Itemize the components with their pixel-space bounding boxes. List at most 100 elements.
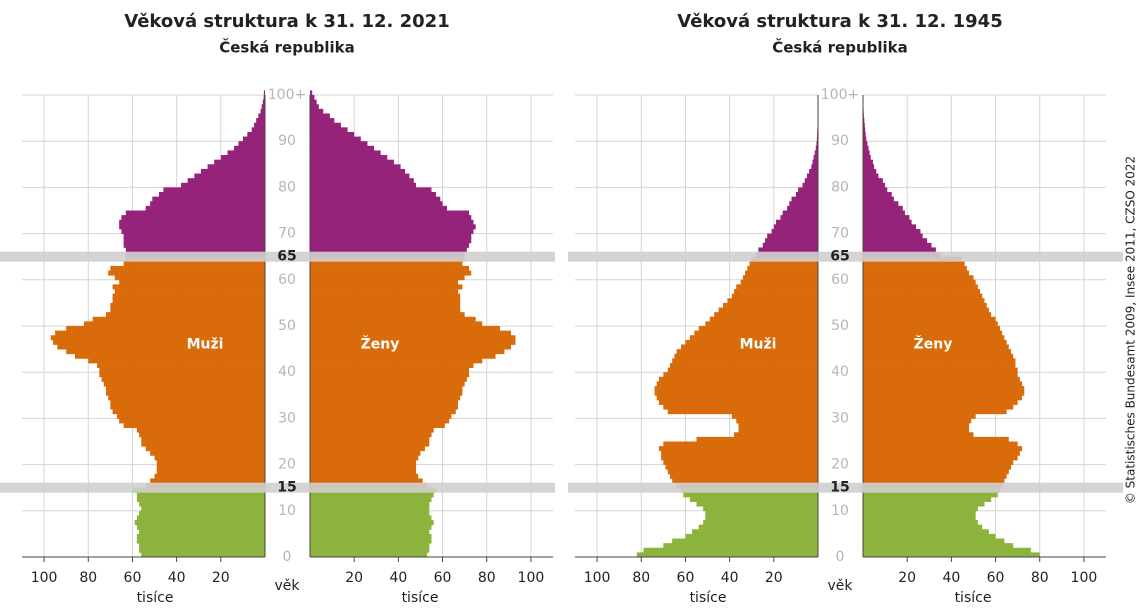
highlight-band (568, 482, 1123, 493)
bar (863, 469, 1009, 475)
bar (863, 145, 869, 151)
bar (310, 478, 423, 484)
bar (263, 90, 265, 96)
bar (214, 159, 265, 165)
bar (50, 335, 265, 341)
x-tick-label: 100 (1071, 570, 1098, 586)
bar (310, 469, 417, 475)
bar (310, 201, 443, 207)
bar (52, 339, 265, 345)
bar (105, 390, 265, 396)
bar (310, 224, 476, 230)
bar (782, 210, 818, 216)
bar (863, 316, 996, 322)
bar (310, 339, 516, 345)
bar (310, 99, 317, 105)
bar (310, 335, 516, 341)
bar (636, 552, 818, 558)
bar (310, 413, 452, 419)
bar (676, 349, 818, 355)
bar (696, 436, 818, 442)
bar (258, 113, 265, 119)
bar (310, 113, 330, 119)
bar (863, 339, 1007, 345)
bar (310, 330, 512, 336)
bar (863, 538, 1005, 544)
age-label: 10 (278, 503, 296, 519)
bar (310, 265, 470, 271)
bar (310, 524, 432, 530)
bar (238, 141, 265, 147)
bar (863, 330, 1003, 336)
bar (99, 367, 266, 373)
bar (154, 473, 265, 479)
bar (310, 372, 470, 378)
series-label: Ženy (361, 335, 400, 352)
bar (310, 187, 432, 193)
age-label: 70 (831, 226, 849, 242)
bar (863, 326, 1000, 332)
bar (310, 150, 381, 156)
chart-title: Věková struktura k 31. 12. 2021 (124, 11, 450, 32)
bar (787, 205, 818, 211)
bar (863, 399, 1018, 405)
bar (747, 265, 818, 271)
bar (663, 543, 818, 549)
bar (150, 450, 265, 456)
bar (141, 552, 265, 558)
bar (310, 145, 375, 151)
bar (105, 386, 265, 392)
chart-title: Věková struktura k 31. 12. 1945 (677, 11, 1003, 32)
bar (99, 372, 266, 378)
bar (156, 459, 265, 465)
bar (163, 187, 265, 193)
bar (310, 233, 472, 239)
bar (863, 178, 883, 184)
bar (123, 261, 265, 267)
age-label: 60 (278, 272, 296, 288)
bar (154, 455, 265, 461)
age-label: 40 (278, 364, 296, 380)
bar (734, 289, 818, 295)
age-label-highlight: 15 (277, 480, 296, 496)
bar (809, 168, 818, 174)
bar (863, 459, 1014, 465)
bar (310, 173, 410, 179)
bar (863, 418, 972, 424)
bar (709, 316, 818, 322)
bar (310, 95, 315, 101)
age-label-highlight: 65 (830, 249, 849, 265)
bar (703, 506, 818, 512)
bar (121, 215, 265, 221)
x-tick-label: 100 (518, 570, 545, 586)
bar (112, 284, 265, 290)
bar (253, 122, 265, 128)
bar (110, 265, 265, 271)
bar (145, 446, 265, 452)
bar (114, 289, 265, 295)
bar (742, 275, 818, 281)
bar (804, 178, 818, 184)
bar (731, 413, 818, 419)
x-tick-label: 40 (389, 570, 407, 586)
bar (863, 173, 879, 179)
series-label: Ženy (914, 335, 953, 352)
bar (123, 423, 265, 429)
bar (863, 427, 970, 433)
bar (863, 279, 976, 285)
bar (310, 441, 430, 447)
bar (141, 441, 265, 447)
bar (310, 506, 430, 512)
bar (310, 219, 474, 225)
bar (310, 492, 434, 498)
bar (767, 233, 818, 239)
bar (811, 164, 818, 170)
bar (863, 205, 903, 211)
x-tick-label: 40 (942, 570, 960, 586)
bar (112, 409, 265, 415)
bar (310, 538, 432, 544)
bar (310, 353, 496, 359)
bar (310, 108, 324, 114)
bar (815, 145, 818, 151)
